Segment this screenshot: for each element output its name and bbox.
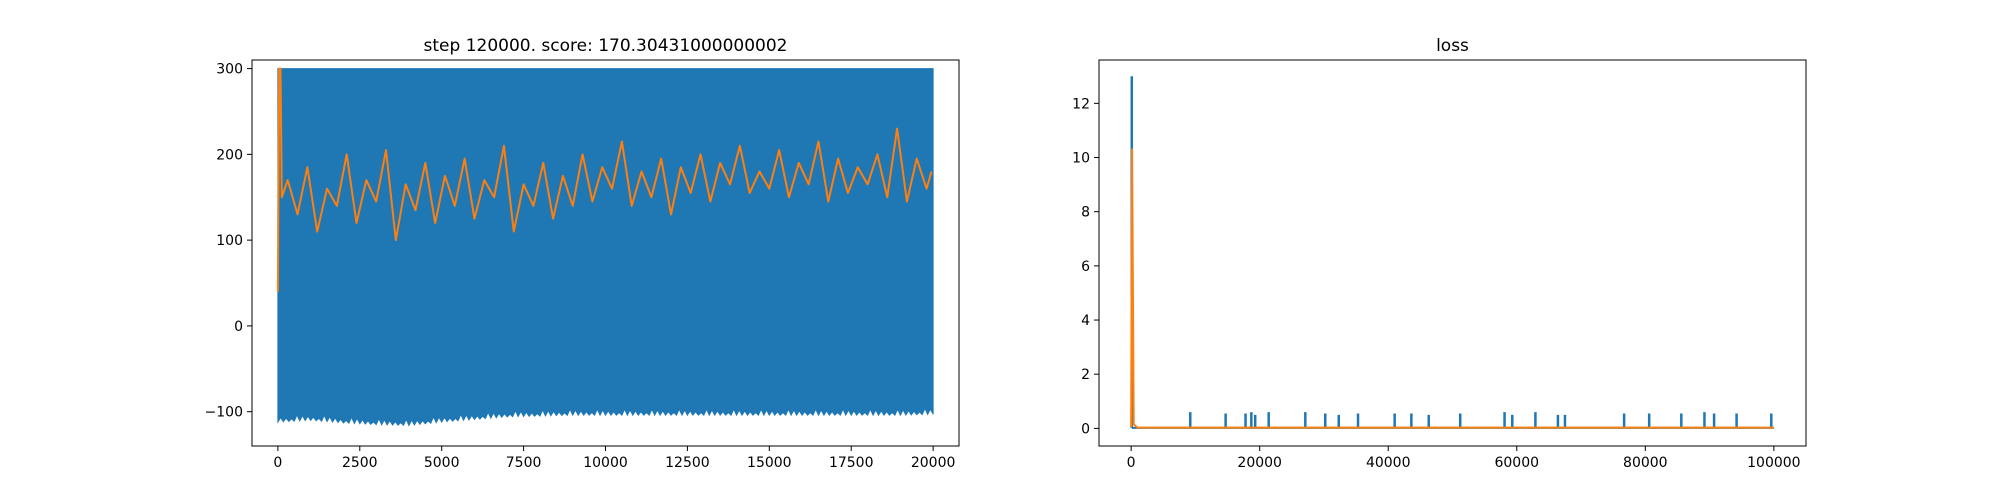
series-0-band — [277, 68, 934, 427]
x-tick-label: 20000 — [1237, 455, 1282, 471]
x-tick-label: 15000 — [747, 455, 792, 471]
series-1-line — [276, 67, 933, 292]
y-tick-label: 0 — [1081, 421, 1090, 437]
score-chart: step 120000. score: 170.30431000000002 0… — [205, 36, 960, 471]
x-tick-label: 80000 — [1623, 455, 1668, 471]
y-tick-label: 8 — [1081, 205, 1090, 221]
series-1-line — [1130, 148, 1774, 429]
x-tick-label: 5000 — [424, 455, 460, 471]
y-tick-label: 200 — [216, 147, 243, 163]
y-tick-label: −100 — [205, 405, 243, 421]
y-tick-label: 6 — [1081, 259, 1090, 275]
x-tick-label: 60000 — [1494, 455, 1539, 471]
score-plot-marks — [276, 67, 934, 427]
loss-plot-marks — [1130, 76, 1774, 429]
loss-plot-frame — [1098, 59, 1807, 447]
score-axes-ticks: 0 2500 5000 7500 10000 12500 15000 17500 20000 −1… — [205, 62, 956, 471]
y-tick-label: 2 — [1081, 367, 1090, 383]
loss-plot-area — [1099, 60, 1806, 446]
x-tick-label: 40000 — [1366, 455, 1411, 471]
loss-chart-title: loss — [1436, 36, 1469, 56]
y-tick-label: 300 — [216, 62, 243, 78]
y-tick-label: 0 — [234, 319, 243, 335]
loss-axes-ticks: 0 20000 40000 60000 80000 100000 0 2 4 6 8 10 12 — [1072, 96, 1800, 471]
x-tick-label: 0 — [1127, 455, 1136, 471]
x-tick-label: 7500 — [506, 455, 542, 471]
y-tick-label: 100 — [216, 233, 243, 249]
y-tick-label: 4 — [1081, 313, 1090, 329]
x-tick-label: 2500 — [342, 455, 378, 471]
x-tick-label: 10000 — [583, 455, 628, 471]
y-tick-label: 10 — [1072, 151, 1090, 167]
y-tick-label: 12 — [1072, 96, 1090, 112]
x-tick-label: 100000 — [1747, 455, 1800, 471]
x-tick-label: 0 — [273, 455, 282, 471]
score-plot-frame — [251, 59, 960, 447]
x-tick-label: 12500 — [665, 455, 710, 471]
x-tick-label: 17500 — [829, 455, 874, 471]
x-tick-label: 20000 — [911, 455, 956, 471]
loss-chart: loss 0 20000 40000 60000 80000 100000 0 2 4 6 8 10 1… — [1072, 36, 1807, 471]
score-chart-title: step 120000. score: 170.30431000000002 — [424, 36, 788, 56]
